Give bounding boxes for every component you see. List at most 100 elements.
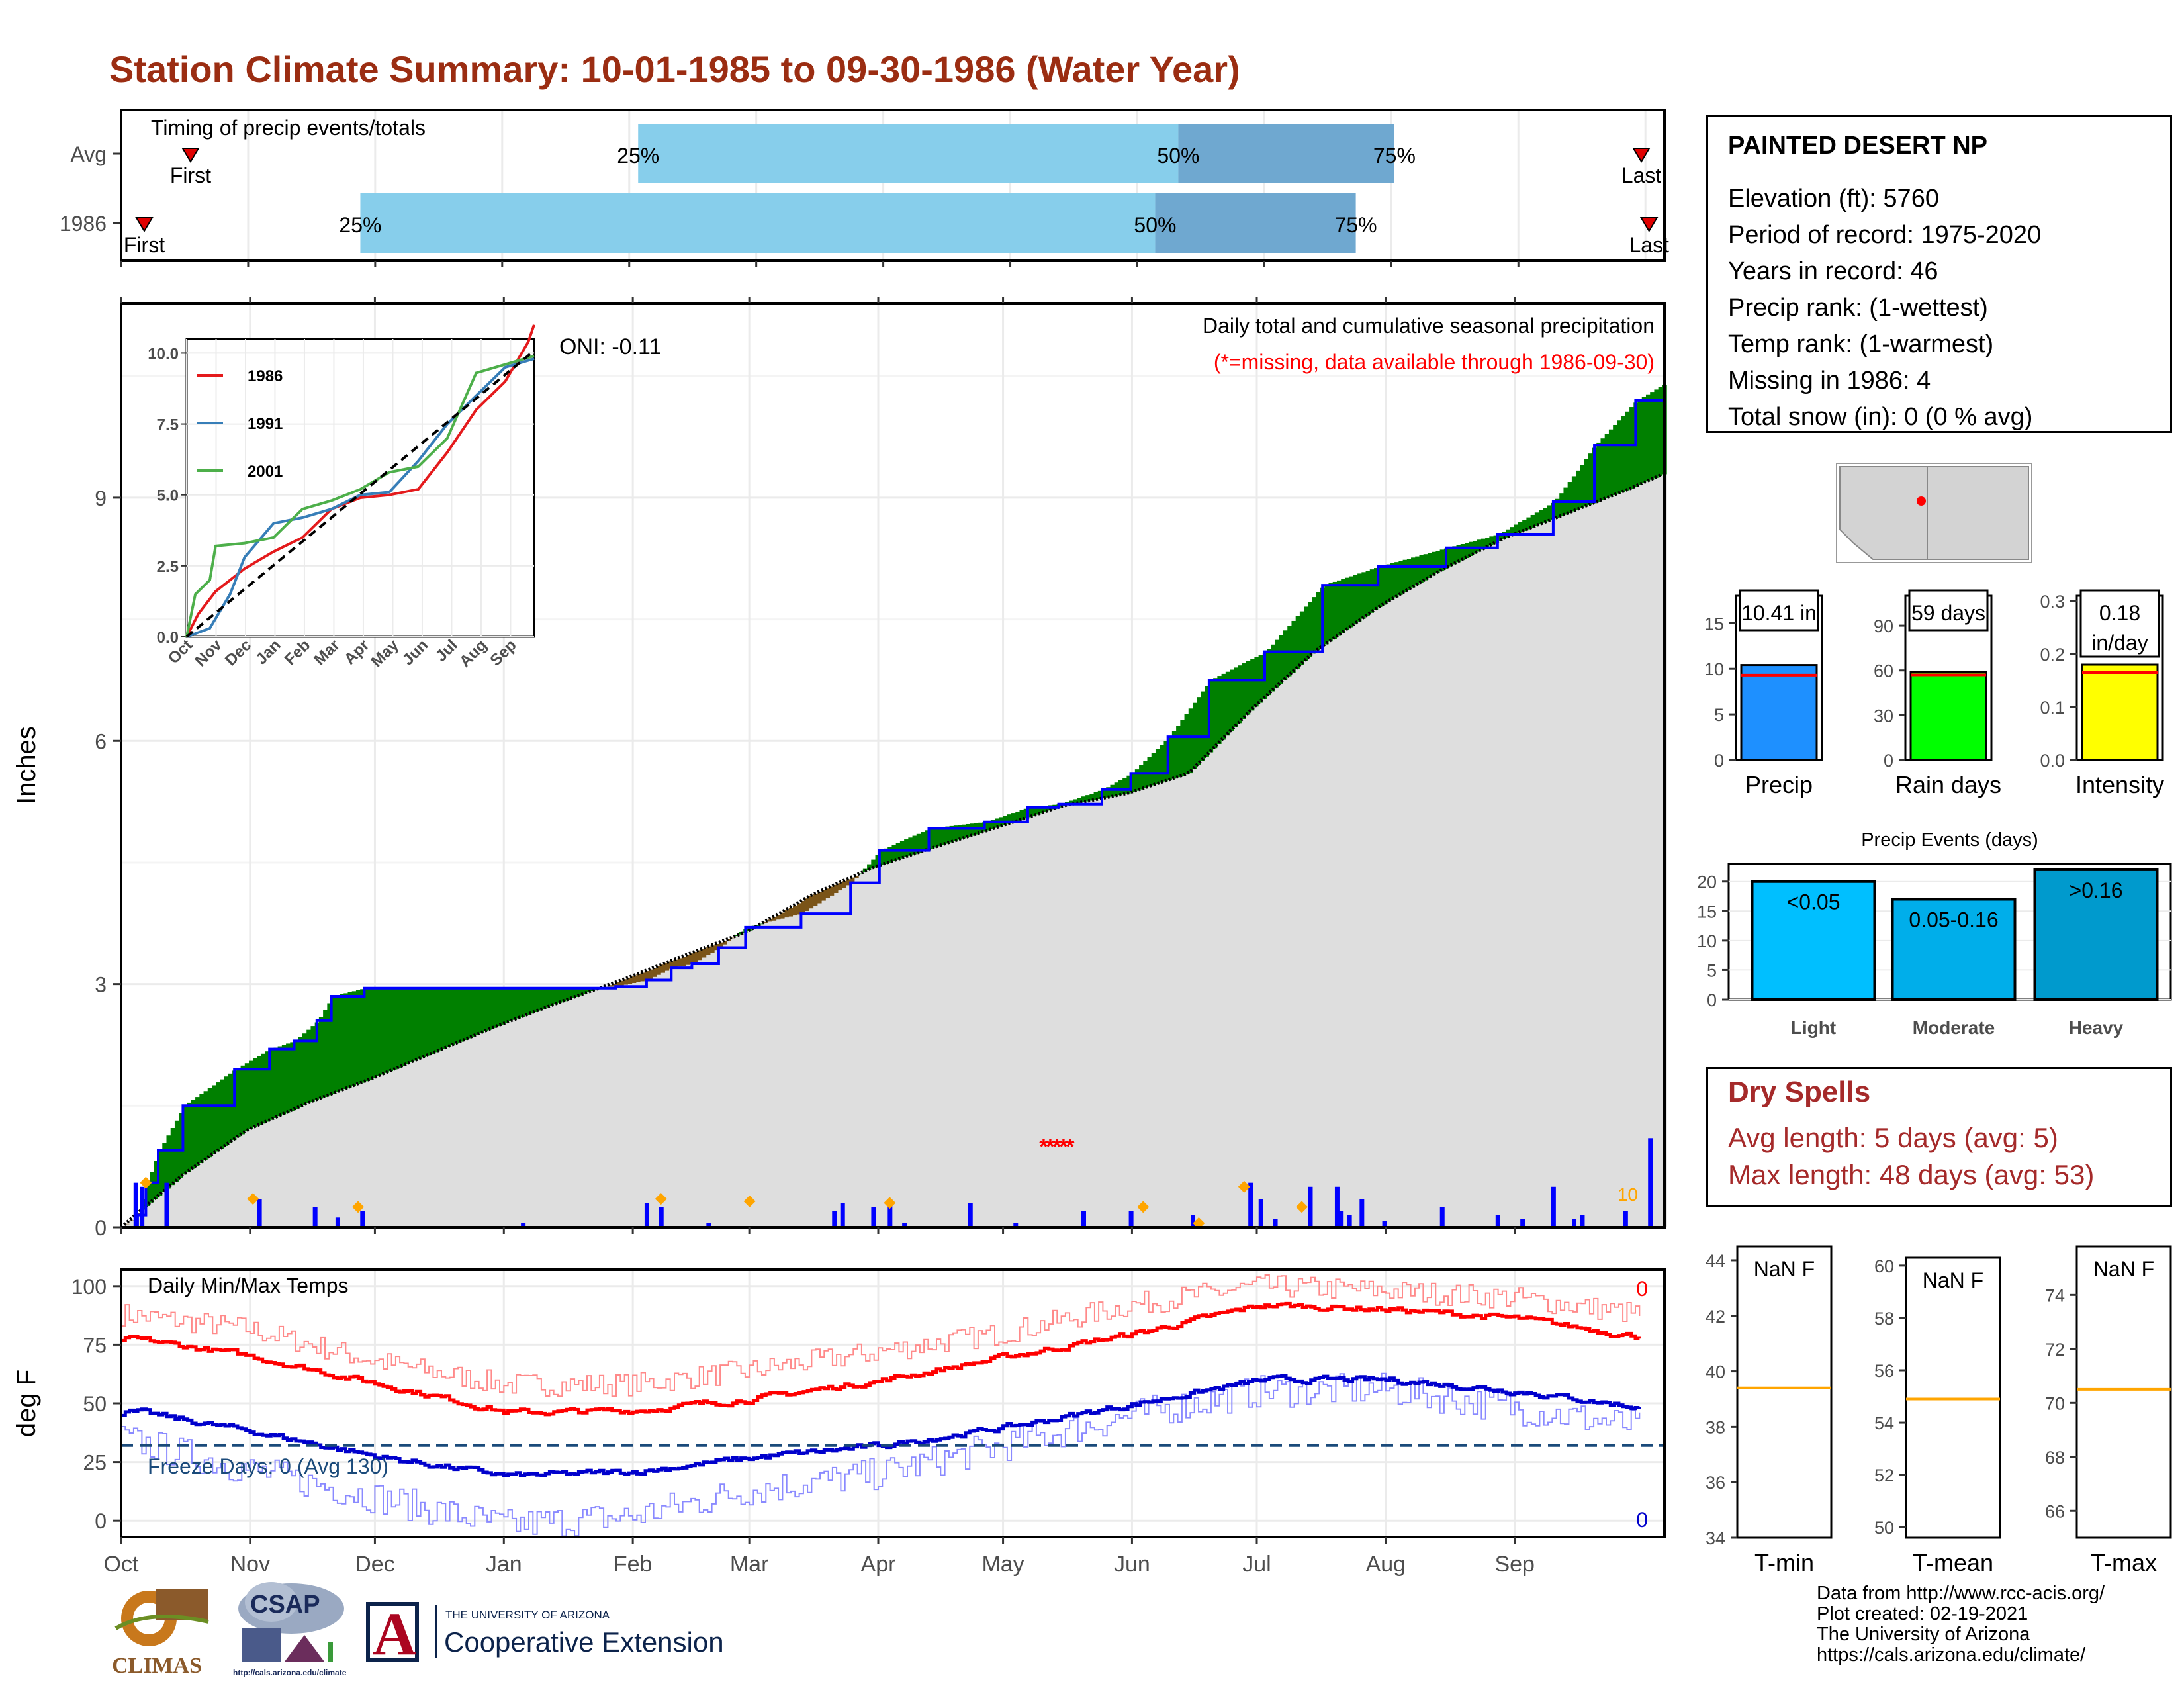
- precip-normal-area: [488, 1029, 493, 1227]
- precip-normal-area: [627, 984, 633, 1227]
- precip-above-normal: [1275, 639, 1280, 688]
- precip-events-x-label: Light: [1791, 1017, 1836, 1038]
- precip-normal-area: [323, 1097, 328, 1227]
- precip-normal-area: [372, 1078, 377, 1227]
- precip-normal-area: [451, 1045, 455, 1227]
- precip-normal-area: [718, 947, 723, 1227]
- precip-y-tick-label: 9: [95, 487, 107, 510]
- precip-normal-area: [1604, 498, 1610, 1227]
- precip-normal-area: [1160, 782, 1165, 1227]
- temp-rank-y-tick-label: 38: [1706, 1417, 1725, 1437]
- precip-normal-area: [664, 970, 670, 1227]
- precip-missing-marker: *: [1039, 1135, 1048, 1160]
- precip-normal-area: [1534, 526, 1539, 1227]
- temp-rank-y-tick-label: 58: [1874, 1309, 1894, 1329]
- precip-normal-area: [1048, 810, 1053, 1227]
- precip-above-normal: [492, 988, 497, 1028]
- precip-above-normal: [228, 1073, 233, 1143]
- precip-above-normal: [562, 988, 567, 1002]
- precip-normal-area: [653, 976, 658, 1227]
- temp-x-tick-label: Apr: [861, 1552, 896, 1577]
- precip-normal-area: [1011, 822, 1016, 1227]
- precip-normal-area: [388, 1071, 394, 1227]
- precip-normal-area: [899, 858, 905, 1227]
- precip-normal-area: [1060, 806, 1066, 1227]
- temp-x-tick-label: Jan: [486, 1552, 522, 1577]
- precip-above-normal: [455, 988, 460, 1044]
- precip-normal-area: [640, 981, 645, 1227]
- precip-normal-area: [549, 1006, 555, 1227]
- precip-normal-area: [1608, 496, 1614, 1227]
- precip-above-normal: [1246, 661, 1251, 715]
- precip-above-normal: [397, 988, 402, 1068]
- precip-normal-area: [776, 919, 781, 1227]
- precip-normal-area: [1147, 786, 1152, 1227]
- precip-below-normal: [657, 966, 662, 975]
- precip-above-normal: [966, 823, 971, 837]
- precip-above-normal: [162, 1143, 167, 1192]
- precip-normal-area: [1654, 477, 1659, 1228]
- precip-above-normal: [1308, 602, 1313, 658]
- timing-label-q75: 75%: [1373, 144, 1416, 167]
- summary-bar-y-tick-label: 0.3: [2040, 592, 2065, 612]
- precip-event-marker: [1238, 1180, 1250, 1193]
- precip-above-normal: [1023, 808, 1028, 819]
- precip-above-normal: [191, 1100, 196, 1169]
- precip-daily-bar: [902, 1223, 907, 1227]
- credits: Data from http://www.rcc-acis.org/ Plot …: [1817, 1583, 2105, 1665]
- precip-legend-line1: Daily total and cumulative seasonal prec…: [1203, 314, 1655, 338]
- precip-normal-area: [310, 1102, 316, 1227]
- precip-above-normal: [1073, 799, 1078, 804]
- precip-legend-line2: (*=missing, data available through 1986-…: [1214, 350, 1655, 374]
- temp-rank-y-tick-label: 40: [1706, 1362, 1725, 1382]
- precip-missing-marker: *: [1059, 1135, 1068, 1160]
- precip-above-normal: [1197, 697, 1202, 765]
- precip-normal-area: [1510, 536, 1515, 1227]
- precip-normal-area: [1242, 719, 1247, 1227]
- precip-event-marker: [884, 1197, 896, 1209]
- precip-above-normal: [512, 988, 518, 1020]
- precip-below-normal: [694, 951, 699, 963]
- precip-event-marker: [352, 1201, 365, 1213]
- precip-above-normal: [277, 1046, 283, 1117]
- precip-above-normal: [1130, 773, 1136, 792]
- precip-normal-area: [314, 1100, 320, 1227]
- precip-normal-area: [908, 855, 913, 1227]
- precip-below-normal: [718, 942, 723, 948]
- station-info-box: PAINTED DESERT NP Elevation (ft): 5760 P…: [1706, 115, 2172, 433]
- precip-above-normal: [921, 832, 925, 852]
- precip-above-normal: [912, 835, 917, 855]
- precip-above-normal: [1007, 814, 1012, 824]
- precip-events-bar-label: 0.05-0.16: [1909, 908, 1998, 931]
- credit-url: https://cals.arizona.edu/climate/: [1817, 1644, 2086, 1665]
- precip-normal-area: [686, 964, 690, 1227]
- precip-normal-area: [747, 931, 752, 1227]
- precip-above-normal: [207, 1088, 212, 1158]
- precip-normal-area: [1180, 776, 1185, 1227]
- precip-normal-area: [1295, 669, 1300, 1227]
- precip-above-normal: [941, 827, 946, 845]
- precip-normal-area: [846, 885, 851, 1227]
- inset-y-tick-label: 2.5: [157, 558, 179, 576]
- precip-normal-area: [1044, 812, 1049, 1227]
- precip-daily-bar: [140, 1186, 145, 1227]
- precip-normal-area: [1291, 672, 1297, 1227]
- dry-spells-box: Dry Spells Avg length: 5 days (avg: 5) M…: [1706, 1067, 2172, 1207]
- precip-normal-area: [1394, 597, 1399, 1227]
- summary-bar-y-tick-label: 0.0: [2040, 751, 2065, 771]
- precip-above-normal: [1353, 575, 1358, 625]
- precip-normal-area: [607, 986, 612, 1227]
- precip-above-normal: [1167, 737, 1173, 780]
- precip-normal-area: [269, 1119, 274, 1227]
- precip-normal-area: [1320, 647, 1325, 1227]
- precip-above-normal: [1419, 555, 1424, 583]
- precip-below-normal: [801, 900, 806, 914]
- station-elevation: Elevation (ft): 5760: [1728, 185, 1939, 212]
- precip-normal-area: [714, 950, 719, 1227]
- precip-normal-area: [1596, 502, 1602, 1227]
- precip-normal-area: [895, 859, 901, 1227]
- precip-daily-bar: [521, 1223, 526, 1227]
- precip-above-normal: [1291, 620, 1297, 673]
- precip-above-normal: [1250, 659, 1255, 711]
